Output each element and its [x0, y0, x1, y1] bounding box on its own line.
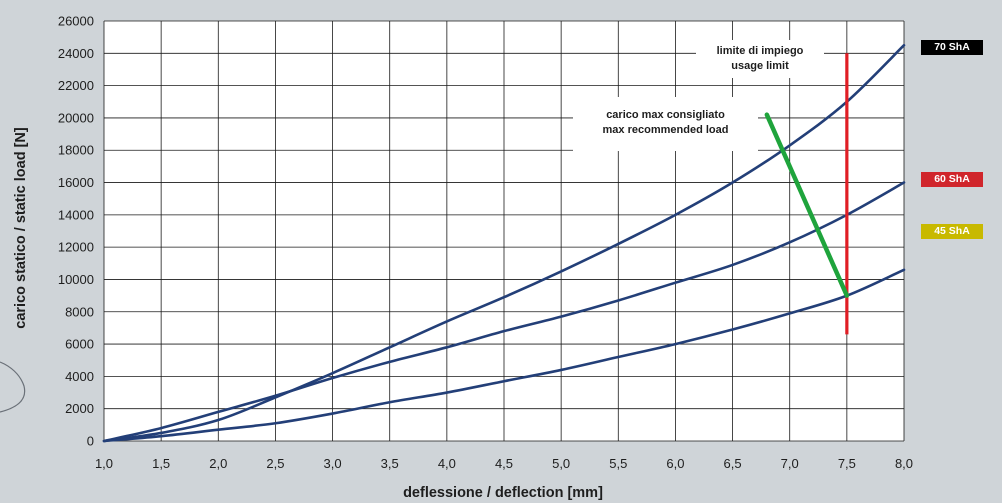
max-recommended-line1: carico max consigliato	[606, 109, 725, 121]
y-tick-label: 20000	[58, 110, 94, 125]
x-tick-label: 4,5	[495, 456, 513, 471]
max-recommended-line2: max recommended load	[602, 124, 729, 136]
max-recommended-box: carico max consigliato max recommended l…	[573, 97, 758, 151]
x-tick-label: 4,0	[438, 456, 456, 471]
legend-label: 60 ShA	[934, 173, 970, 185]
y-tick-label: 10000	[58, 272, 94, 287]
y-tick-label: 4000	[65, 369, 94, 384]
x-tick-label: 3,0	[324, 456, 342, 471]
legend-45-sha: 45 ShA	[921, 224, 983, 239]
x-tick-label: 2,5	[266, 456, 284, 471]
usage-limit-line2: usage limit	[731, 60, 789, 72]
y-tick-label: 12000	[58, 240, 94, 255]
legend-label: 45 ShA	[934, 225, 970, 237]
y-tick-label: 24000	[58, 46, 94, 61]
y-tick-label: 16000	[58, 175, 94, 190]
y-tick-label: 26000	[58, 14, 94, 29]
series-line-60-sha	[102, 181, 906, 443]
x-tick-label: 1,5	[152, 456, 170, 471]
x-tick-label: 1,0	[95, 456, 113, 471]
x-axis-label: deflessione / deflection [mm]	[403, 485, 603, 501]
max-recommended-line	[764, 112, 850, 298]
x-tick-label: 8,0	[895, 456, 913, 471]
x-tick-labels: 1,0 1,5 2,0 2,5 3,0 3,5 4,0 4,5 5,0 5,5 6,0 6,5 7,0 7…	[95, 456, 913, 471]
x-tick-label: 2,0	[209, 456, 227, 471]
y-tick-label: 8000	[65, 304, 94, 319]
x-tick-label: 7,0	[781, 456, 799, 471]
legend-60-sha: 60 ShA	[921, 172, 983, 187]
y-tick-label: 18000	[58, 143, 94, 158]
x-tick-label: 5,0	[552, 456, 570, 471]
usage-limit-box: limite di impiego usage limit	[696, 40, 824, 78]
x-tick-label: 5,5	[609, 456, 627, 471]
series-line-45-sha	[102, 268, 906, 443]
x-tick-label: 7,5	[838, 456, 856, 471]
y-tick-label: 0	[87, 434, 94, 449]
legend-70-sha: 70 ShA	[921, 40, 983, 55]
y-tick-labels: 0 2000 4000 6000 8000 10000 12000 14000 16000 180…	[58, 14, 94, 449]
x-tick-label: 6,0	[666, 456, 684, 471]
y-tick-label: 22000	[58, 78, 94, 93]
usage-limit-line1: limite di impiego	[716, 45, 804, 57]
decorative-outline	[0, 361, 26, 413]
x-tick-label: 6,5	[724, 456, 742, 471]
annotation-layer	[764, 53, 850, 335]
x-tick-label: 3,5	[381, 456, 399, 471]
legend-label: 70 ShA	[934, 41, 970, 53]
y-tick-label: 2000	[65, 401, 94, 416]
y-axis-label: carico statico / static load [N]	[13, 127, 29, 329]
y-tick-label: 14000	[58, 207, 94, 222]
y-tick-label: 6000	[65, 337, 94, 352]
